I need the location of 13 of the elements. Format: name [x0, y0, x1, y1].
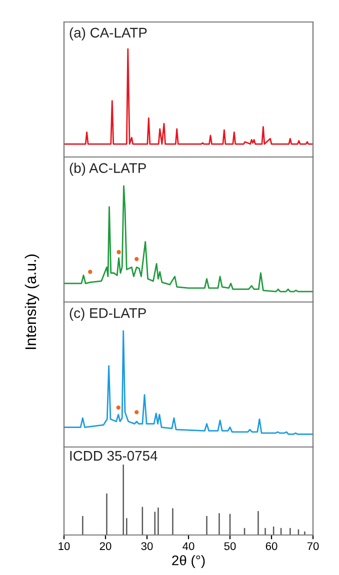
x-axis-title: 2θ (°)	[172, 555, 205, 568]
x-tick-label: 20	[100, 542, 112, 550]
chart-title: (b) AC-LATP	[70, 162, 146, 176]
chart-title: (c) ED-LATP	[70, 308, 146, 321]
x-tick-label: 50	[224, 542, 236, 550]
x-tick-label: 60	[266, 542, 278, 550]
x-tick-label: 70	[307, 542, 319, 550]
chart-title: ICDD 35-0754	[70, 450, 158, 461]
x-tick-label: 40	[182, 542, 194, 550]
y-axis-title: Intensity (a.u.)	[24, 254, 40, 349]
chart-title: (a) CA-LATP	[70, 27, 147, 40]
x-tick-label: 30	[141, 542, 153, 550]
x-tick-label: 10	[58, 542, 70, 550]
